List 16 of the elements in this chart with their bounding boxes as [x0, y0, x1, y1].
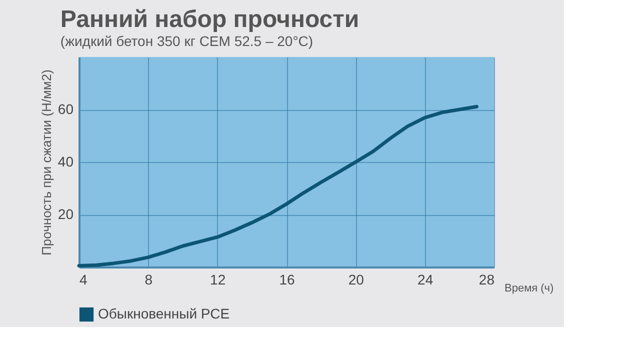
y-tick-label: 60 — [58, 101, 74, 117]
x-axis-title: Время (ч) — [504, 282, 554, 294]
x-tick-label: 28 — [478, 272, 495, 288]
y-tick-label: 40 — [58, 154, 74, 170]
y-axis-title: Прочность при сжатии (Н/мм2) — [38, 70, 54, 256]
x-tick-label: 8 — [144, 272, 153, 288]
x-tick-label: 16 — [279, 272, 295, 288]
x-tick-label: 12 — [210, 272, 226, 288]
chart-subtitle: (жидкий бетон 350 кг CEM 52.5 – 20°C) — [60, 33, 314, 49]
legend-label: Обыкновенный РСЕ — [98, 306, 230, 322]
x-tick-label: 20 — [348, 272, 364, 288]
chart-title: Ранний набор прочности — [60, 6, 360, 33]
x-tick-label: 24 — [418, 272, 434, 288]
y-tick-label: 20 — [58, 206, 74, 222]
x-tick-label: 4 — [80, 272, 88, 288]
line-series — [77, 104, 478, 268]
